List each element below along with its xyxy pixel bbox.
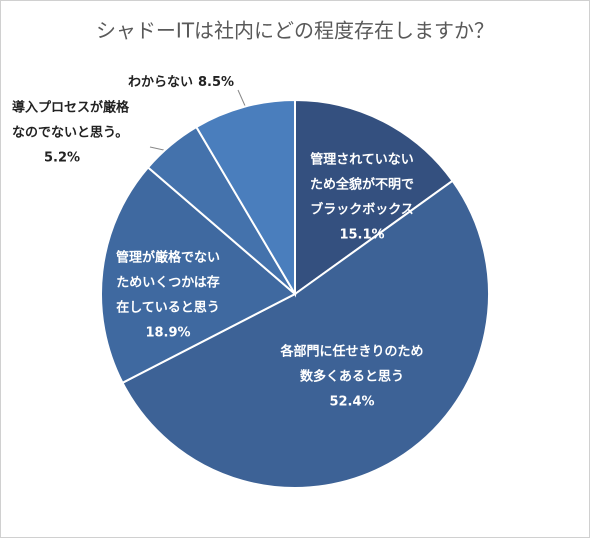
- category-label: 各部門に任せきりのため: [279, 344, 423, 360]
- category-label: ため全貌が不明で: [310, 177, 414, 193]
- category-label: わからない: [128, 75, 193, 90]
- value-label: 5.2%: [44, 151, 80, 166]
- pie-slice: [121, 179, 490, 489]
- category-label: 在していると思う: [116, 300, 220, 316]
- pie-slice: [100, 166, 297, 385]
- value-label: 52.4%: [329, 395, 374, 410]
- category-label: ためいくつかは存: [116, 275, 219, 291]
- value-label: 15.1%: [339, 228, 384, 243]
- pie-slice: [294, 98, 454, 296]
- category-label: 管理されていない: [310, 152, 414, 168]
- category-label: ブラックボックス: [310, 202, 414, 218]
- category-label: 管理が厳格でない: [116, 250, 220, 266]
- chart-title: シャドーITは社内にどの程度存在しますか？: [96, 19, 494, 43]
- category-label: なのでないと思う。: [12, 126, 128, 141]
- category-label: 導入プロセスが厳格: [12, 100, 130, 116]
- pie-slice: [194, 98, 296, 298]
- category-label: 数多くあると思う: [300, 369, 404, 385]
- value-label: 8.5%: [198, 75, 234, 90]
- leader-line: [237, 89, 247, 109]
- value-label: 18.9%: [145, 326, 190, 341]
- slice-label: わからない 8.5%: [128, 75, 234, 90]
